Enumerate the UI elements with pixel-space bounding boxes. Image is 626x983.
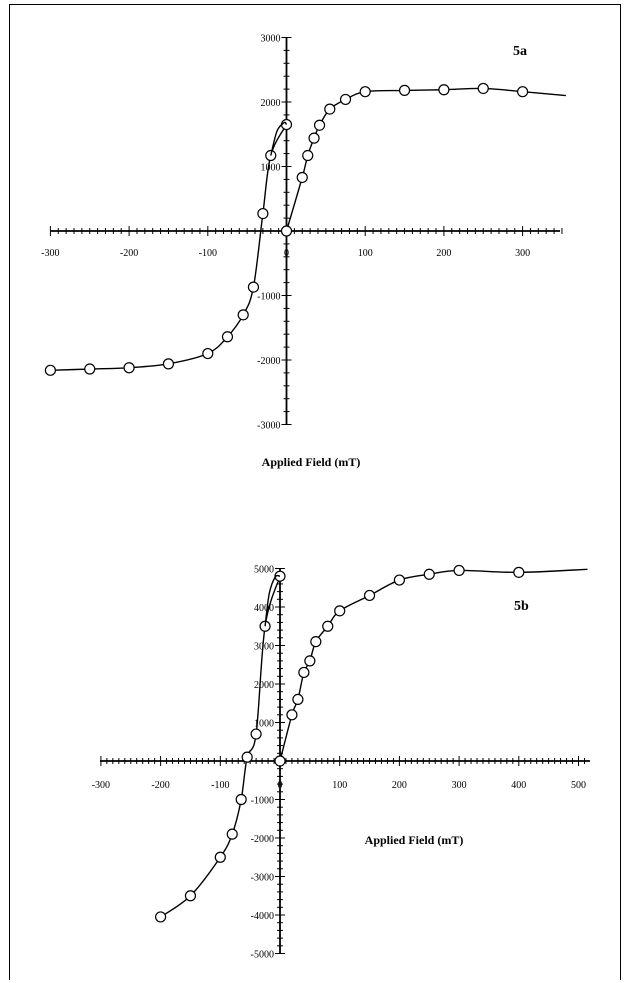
data-point: [359, 86, 371, 98]
data-point: [247, 281, 260, 293]
data-point: [274, 755, 286, 767]
panel-label-5b: 5b: [514, 599, 529, 614]
series-upper-loop-connector: [264, 574, 281, 627]
x-tick-label: -100: [211, 780, 229, 791]
x-tick-label: 300: [515, 248, 530, 259]
x-tick-label: 0: [284, 248, 289, 259]
y-tick-label: 2000: [261, 98, 281, 109]
axes-5a: -300 -200 -100 0 100 200 300-3000-2000-1000100…: [41, 34, 563, 432]
y-tick-label: 1000: [261, 163, 281, 174]
x-tick-label: 100: [332, 780, 347, 791]
y-tick-label: -3000: [251, 873, 274, 884]
y-tick-label: 5000: [254, 565, 274, 576]
x-tick-label: -300: [41, 248, 59, 259]
data-point: [235, 793, 247, 806]
x-tick-label: 500: [571, 780, 586, 791]
data-point: [438, 84, 450, 96]
x-tick-label: -200: [120, 248, 138, 259]
x-axis-title-5b: Applied Field (mT): [365, 833, 464, 847]
data-point: [516, 86, 529, 98]
x-tick-label: -200: [151, 780, 169, 791]
data-point: [477, 82, 489, 95]
data-point: [44, 364, 57, 376]
data-point: [237, 309, 249, 321]
x-tick-label: 400: [511, 780, 526, 791]
series-line: [264, 574, 281, 627]
data-point: [363, 589, 376, 602]
x-tick-label: -300: [92, 780, 110, 791]
series-descending-branch: [44, 118, 293, 376]
data-point: [184, 890, 197, 902]
data-point: [298, 666, 310, 679]
data-point: [423, 568, 435, 580]
y-tick-label: -1000: [257, 292, 280, 303]
data-point: [162, 358, 175, 370]
y-tick-label: -1000: [251, 796, 274, 807]
data-point: [155, 911, 167, 923]
x-tick-label: -100: [199, 248, 217, 259]
series-line: [50, 124, 288, 372]
series-initial-magnetization: [280, 82, 566, 237]
data-point: [398, 84, 411, 96]
data-point: [334, 605, 346, 617]
y-tick-label: 4000: [254, 603, 274, 614]
data-point: [393, 574, 405, 586]
x-tick-label: 300: [452, 780, 467, 791]
x-axis-title-5a: Applied Field (mT): [262, 455, 361, 469]
data-point: [339, 93, 352, 106]
data-point: [84, 363, 96, 375]
x-tick-label: 0: [278, 780, 283, 791]
series-initial-magnetization: [274, 564, 588, 767]
figure-frame: [9, 4, 621, 980]
data-point: [322, 620, 334, 632]
series-upper-loop-connector: [270, 121, 288, 156]
x-tick-label: 200: [436, 248, 451, 259]
y-tick-label: -5000: [251, 950, 274, 961]
data-point: [257, 207, 269, 220]
data-point: [214, 851, 226, 863]
chart-5a: 5a Applied Field (mT) -300 -200 -100 0 100 20…: [41, 34, 566, 469]
data-point: [513, 566, 525, 578]
data-point: [226, 828, 238, 840]
y-tick-label: -2000: [251, 834, 274, 845]
data-point: [308, 132, 320, 144]
chart-5b: 5b Applied Field (mT) -300 -200 -100 0 100 20…: [92, 565, 590, 961]
series-line: [279, 568, 588, 762]
data-point: [250, 728, 262, 740]
panel-label-5a: 5a: [513, 44, 527, 59]
data-point: [292, 693, 304, 706]
y-tick-label: -3000: [257, 421, 280, 432]
data-point: [286, 709, 298, 721]
y-tick-label: 3000: [261, 34, 281, 45]
series-descending-branch: [155, 570, 286, 923]
data-point: [221, 331, 234, 343]
data-point: [302, 149, 314, 162]
y-tick-label: 3000: [254, 642, 274, 653]
y-tick-label: -2000: [257, 356, 280, 367]
data-point: [313, 119, 326, 131]
y-tick-label: 2000: [254, 680, 274, 691]
x-tick-label: 100: [358, 248, 373, 259]
series-line: [270, 121, 288, 156]
x-tick-label: 200: [392, 780, 407, 791]
data-point: [296, 171, 308, 184]
data-point: [280, 225, 293, 237]
data-point: [310, 636, 322, 648]
data-point: [123, 362, 135, 374]
data-point: [304, 655, 316, 667]
data-point: [241, 751, 253, 763]
axes-5b: -300 -200 -100 0 100 200 300 400 500-5000-4000-3…: [92, 565, 590, 961]
data-point: [324, 103, 336, 115]
y-tick-label: -4000: [251, 911, 274, 922]
y-tick-label: 1000: [254, 719, 274, 730]
data-point: [202, 347, 214, 360]
data-point: [453, 564, 465, 577]
